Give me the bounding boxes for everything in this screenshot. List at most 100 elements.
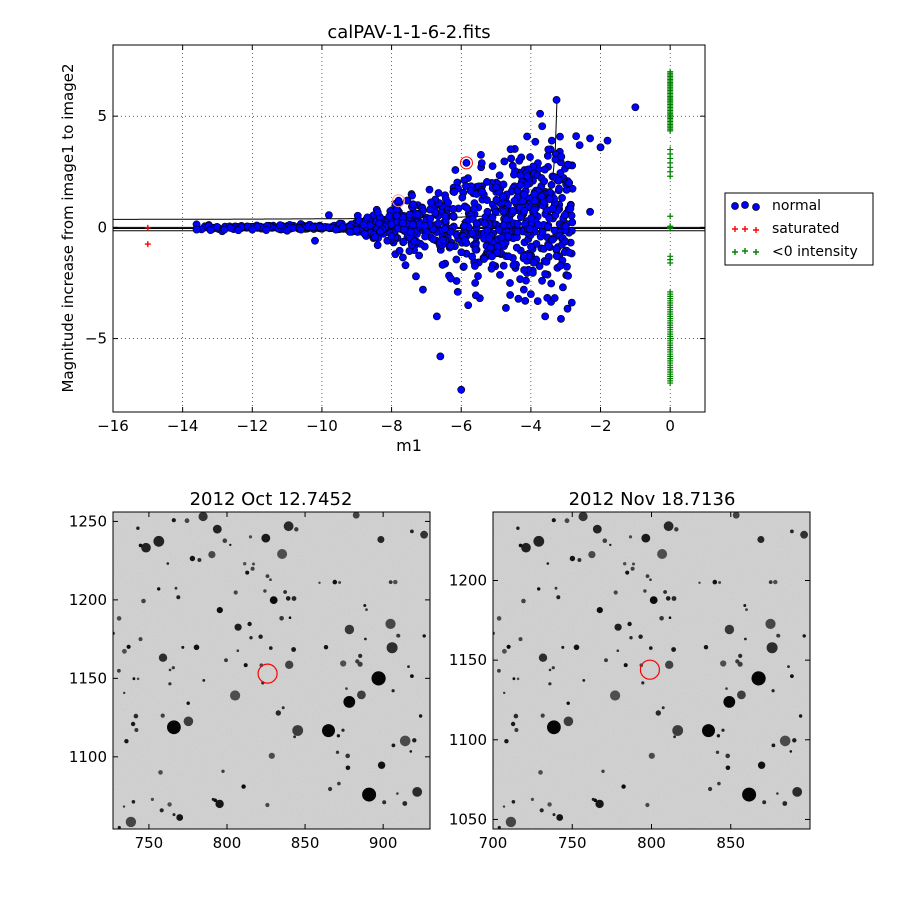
x-tick-label: 800	[637, 834, 666, 852]
star	[518, 543, 523, 548]
normal-point	[395, 246, 404, 255]
star	[132, 677, 136, 681]
star	[563, 716, 574, 727]
star	[757, 536, 765, 543]
star	[724, 624, 735, 635]
star	[382, 800, 387, 805]
star	[771, 743, 776, 748]
star	[661, 706, 665, 710]
y-tick-label: 1050	[449, 810, 487, 828]
star	[623, 663, 628, 668]
star	[592, 524, 602, 534]
negative-intensity-point	[667, 225, 674, 232]
star	[291, 647, 296, 652]
normal-point	[449, 211, 458, 220]
bright-star	[167, 720, 181, 735]
normal-point	[297, 225, 305, 234]
star	[168, 682, 172, 686]
normal-point	[561, 237, 570, 246]
star	[269, 578, 272, 581]
normal-point	[518, 197, 527, 206]
normal-point	[309, 223, 317, 232]
normal-point	[458, 193, 467, 202]
star	[166, 562, 170, 565]
star	[628, 535, 633, 539]
star	[344, 624, 355, 635]
star	[792, 787, 803, 797]
normal-point	[525, 225, 534, 234]
star	[537, 587, 541, 591]
legend-negative-intensity-label: <0 intensity	[772, 244, 858, 260]
normal-point	[548, 235, 557, 244]
star	[766, 642, 778, 654]
normal-point	[408, 191, 416, 200]
star	[641, 533, 651, 543]
normal-point	[459, 262, 468, 271]
normal-point	[538, 276, 546, 285]
normal-point	[478, 187, 487, 196]
star	[789, 750, 793, 753]
bright-star	[723, 696, 736, 708]
image-right-title: 2012 Nov 18.7136	[569, 489, 736, 510]
image-panel-left: 2012 Oct 12.7452 750 800 850 900 1100 1150 120…	[69, 489, 431, 852]
star	[725, 687, 728, 690]
normal-point	[338, 223, 347, 231]
target-circle	[257, 663, 278, 684]
star	[554, 586, 558, 590]
y-tick-label: 1100	[69, 748, 107, 766]
star	[249, 636, 253, 640]
star	[393, 579, 398, 585]
normal-point	[557, 314, 565, 323]
y-tick-label: 0	[97, 218, 107, 236]
normal-point	[405, 210, 414, 219]
star	[671, 596, 677, 601]
star	[551, 518, 556, 523]
star	[193, 644, 200, 651]
y-tick-label: 1200	[69, 591, 107, 609]
bright-star	[371, 671, 386, 686]
star	[336, 734, 341, 738]
star	[577, 558, 582, 562]
star	[538, 653, 548, 662]
star	[396, 792, 399, 795]
star	[172, 813, 176, 817]
normal-point	[516, 275, 524, 284]
normal-point	[552, 96, 561, 104]
x-tick-label: 850	[716, 834, 745, 852]
y-tick-label: −5	[85, 330, 107, 348]
star	[776, 792, 779, 795]
star	[672, 725, 684, 736]
bright-star	[742, 787, 757, 802]
normal-point	[513, 227, 522, 236]
star	[229, 543, 232, 547]
star	[673, 735, 676, 739]
star	[716, 734, 721, 738]
normal-point	[556, 132, 564, 141]
x-tick-label: 0	[665, 417, 675, 435]
star	[703, 645, 709, 650]
normal-point	[543, 223, 552, 231]
normal-point	[550, 294, 559, 302]
star	[293, 735, 296, 739]
star	[345, 753, 351, 759]
star	[665, 660, 674, 669]
star	[388, 580, 393, 584]
normal-point	[409, 200, 417, 209]
star	[352, 512, 360, 519]
normal-point	[510, 170, 518, 179]
star	[215, 799, 224, 809]
normal-point	[425, 205, 434, 214]
normal-point	[495, 226, 503, 234]
normal-point	[421, 232, 429, 241]
x-tick-label: −2	[589, 417, 611, 435]
normal-point	[575, 141, 584, 149]
x-tick-label: 700	[479, 834, 508, 852]
legend-normal-marker	[731, 201, 760, 211]
normal-point	[520, 252, 528, 260]
normal-point	[543, 293, 552, 302]
normal-point	[567, 298, 576, 307]
normal-point	[376, 227, 385, 236]
star	[738, 653, 743, 659]
normal-point	[403, 196, 412, 205]
star	[556, 595, 561, 600]
